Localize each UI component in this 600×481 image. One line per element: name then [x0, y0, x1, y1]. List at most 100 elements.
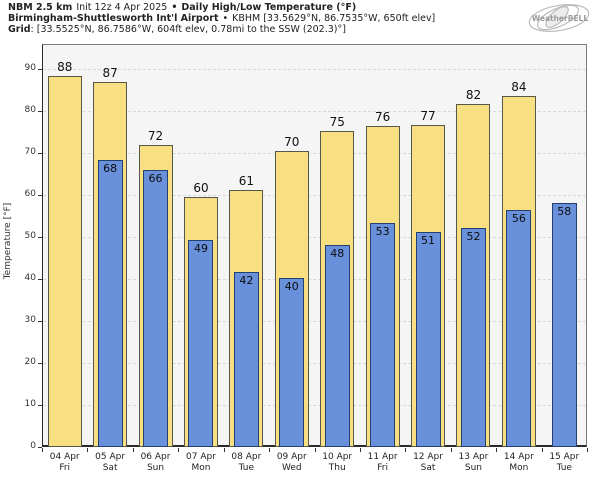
- x-tick-mark: [42, 448, 43, 452]
- low-bar: [188, 240, 214, 447]
- y-tick-mark: [38, 111, 42, 113]
- low-bar: [460, 227, 486, 447]
- date-text: 14 Apr: [503, 452, 534, 462]
- y-tick-label: 0: [30, 441, 36, 451]
- high-value-label: 60: [193, 180, 209, 195]
- bullet-separator: •: [171, 2, 178, 13]
- low-bar: [415, 231, 441, 447]
- y-gridline: [43, 279, 586, 281]
- y-tick-mark: [38, 321, 42, 323]
- weekday-text: Sun: [146, 463, 165, 473]
- init-time: Init 12z 4 Apr 2025: [76, 2, 168, 13]
- weekday-text: Sun: [464, 463, 483, 473]
- y-tick-label: 40: [24, 273, 36, 284]
- x-tick-mark: [359, 448, 361, 452]
- low-bar: [370, 223, 396, 447]
- date-text: 11 Apr: [367, 452, 398, 462]
- y-tick-label: 80: [24, 105, 36, 116]
- low-bar: [324, 245, 350, 447]
- high-value-label: 88: [57, 60, 73, 75]
- x-axis-date-label: 12 Apr Sat: [405, 452, 450, 474]
- station-name: Birmingham-Shuttlesworth Int'l Airport: [8, 13, 219, 24]
- weekday-text: Wed: [281, 463, 302, 473]
- x-tick-mark: [87, 448, 89, 452]
- low-value-label: 52: [466, 229, 481, 243]
- y-tick-label: 90: [24, 63, 36, 74]
- high-value-label: 87: [102, 65, 118, 80]
- low-value-label: 48: [330, 247, 345, 261]
- weekday-text: Sat: [420, 463, 436, 473]
- x-axis-date-label: 11 Apr Fri: [360, 452, 405, 474]
- high-value-label: 76: [374, 109, 391, 124]
- bullet-separator: •: [222, 13, 229, 24]
- date-text: 05 Apr: [95, 452, 126, 462]
- date-text: 04 Apr: [49, 452, 80, 462]
- y-gridline: [43, 195, 586, 197]
- high-value-label: 82: [465, 87, 482, 102]
- low-value-label: 66: [148, 171, 163, 185]
- model-name: NBM 2.5 km: [8, 2, 73, 13]
- date-text: 06 Apr: [140, 452, 171, 462]
- low-value-label: 42: [239, 273, 254, 287]
- high-bar: [47, 76, 82, 447]
- y-gridline: [43, 111, 586, 113]
- low-value-label: 51: [421, 233, 436, 247]
- y-tick-mark: [38, 195, 42, 197]
- y-tick-mark: [38, 153, 42, 155]
- weekday-text: Tue: [238, 463, 255, 473]
- x-tick-mark: [269, 448, 271, 452]
- y-tick-label: 70: [24, 147, 36, 158]
- high-value-label: 75: [329, 114, 345, 129]
- logo-text: WeatherBELL: [532, 14, 588, 23]
- date-text: 15 Apr: [549, 452, 580, 462]
- weekday-text: Tue: [556, 463, 572, 473]
- low-value-label: 40: [284, 279, 299, 293]
- date-text: 09 Apr: [276, 452, 307, 462]
- x-tick-mark: [405, 448, 407, 452]
- y-tick-mark: [38, 405, 42, 407]
- station-meta: KBHM [33.5629°N, 86.7535°W, 650ft elev]: [232, 13, 436, 24]
- low-value-label: 56: [511, 212, 526, 226]
- x-axis-date-label: 09 Apr Wed: [269, 452, 314, 474]
- weekday-text: Sat: [102, 463, 118, 473]
- weatherbell-logo: WeatherBELL: [528, 4, 590, 32]
- low-value-label: 53: [375, 225, 390, 239]
- grid-meta: : [33.5525°N, 86.7586°W, 604ft elev, 0.7…: [30, 24, 346, 35]
- x-axis-date-label: 07 Apr Mon: [178, 452, 223, 474]
- date-text: 12 Apr: [413, 452, 443, 462]
- low-bar: [279, 277, 305, 447]
- weekday-text: Mon: [191, 463, 211, 473]
- y-tick-label: 30: [24, 315, 36, 326]
- header-line-3: Grid: [33.5525°N, 86.7586°W, 604ft elev,…: [8, 24, 435, 35]
- y-gridline: [43, 237, 586, 239]
- y-tick-label: 60: [24, 189, 36, 200]
- high-value-label: 61: [238, 173, 255, 188]
- low-bar: [143, 169, 169, 447]
- x-tick-mark: [541, 448, 543, 452]
- x-axis-date-label: 06 Apr Sun: [133, 452, 178, 474]
- grid-label: Grid: [8, 24, 31, 35]
- x-axis-date-label: 13 Apr Sun: [451, 452, 496, 474]
- y-gridline: [43, 153, 586, 155]
- date-text: 13 Apr: [458, 452, 489, 462]
- x-tick-mark: [587, 448, 588, 452]
- y-tick-mark: [38, 69, 42, 71]
- y-tick-mark: [38, 237, 42, 239]
- y-tick-label: 20: [24, 357, 36, 368]
- x-tick-mark: [496, 448, 498, 452]
- low-value-label: 49: [193, 242, 208, 256]
- y-tick-mark: [38, 279, 42, 281]
- low-value-label: 58: [557, 205, 572, 219]
- high-value-label: 77: [420, 109, 436, 124]
- x-axis-date-label: 05 Apr Sat: [87, 452, 132, 474]
- x-tick-mark: [314, 448, 316, 452]
- x-tick-mark: [223, 448, 225, 452]
- weekday-text: Fri: [377, 463, 388, 473]
- weekday-text: Thu: [328, 463, 346, 473]
- date-text: 10 Apr: [322, 452, 353, 462]
- low-bar: [97, 160, 123, 447]
- y-gridline: [43, 69, 586, 71]
- weekday-text: Mon: [509, 463, 529, 473]
- y-tick-mark: [38, 447, 42, 448]
- swirl-icon: [528, 4, 590, 32]
